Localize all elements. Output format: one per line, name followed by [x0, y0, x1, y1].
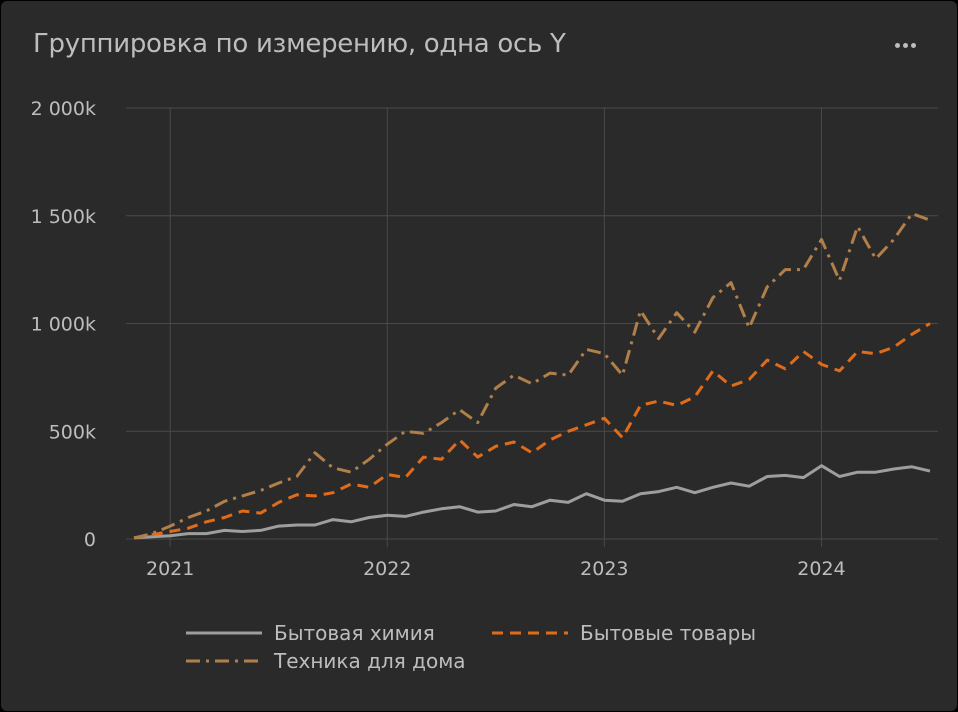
x-tick-label: 2021 [146, 558, 194, 580]
legend-label: Бытовая химия [274, 621, 435, 645]
x-tick-label: 2023 [580, 558, 628, 580]
y-tick-label: 1 500k [31, 206, 96, 228]
y-tick-label: 0 [84, 529, 96, 551]
legend-item[interactable]: Бытовые товары [492, 618, 756, 648]
y-tick-label: 500k [49, 421, 96, 443]
dot [903, 43, 908, 48]
legend-swatch [186, 631, 262, 635]
series-line-1 [133, 464, 931, 540]
more-dots-icon[interactable] [889, 31, 925, 59]
y-tick-label: 2 000k [31, 98, 96, 120]
x-tick-label: 2022 [363, 558, 411, 580]
series-line-3 [133, 212, 931, 540]
dot [911, 43, 916, 48]
y-tick-label: 1 000k [31, 314, 96, 336]
chart-legend: Бытовая химия Бытовые товары Техника для д… [186, 616, 826, 676]
chart-title: Группировка по измерению, одна ось Y [33, 29, 566, 59]
x-tick-label: 2024 [797, 558, 845, 580]
legend-swatch [186, 659, 262, 663]
legend-item[interactable]: Техника для дома [186, 646, 466, 676]
legend-swatch [492, 631, 568, 635]
legend-label: Техника для дома [274, 649, 466, 673]
legend-label: Бытовые товары [580, 621, 757, 645]
series-line-2 [133, 322, 931, 540]
legend-item[interactable]: Бытовая химия [186, 618, 435, 648]
dot [895, 43, 900, 48]
